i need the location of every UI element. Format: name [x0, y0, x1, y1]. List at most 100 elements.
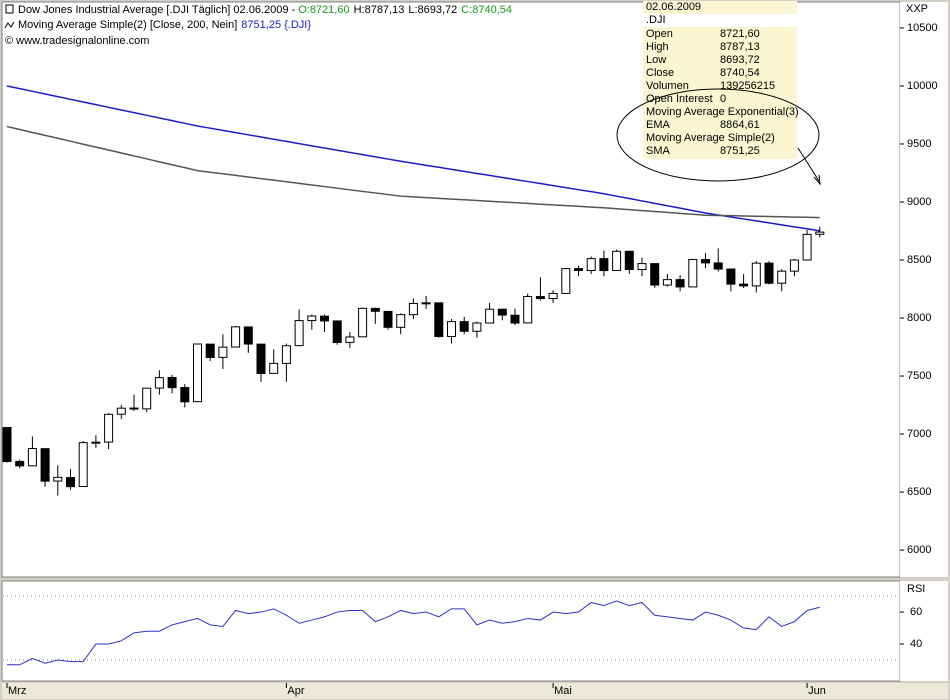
info-value: 0 [720, 93, 726, 105]
info-label: Moving Average Exponential(3) [646, 106, 799, 118]
candle-body [599, 258, 609, 272]
y-tick-label: 6000 [907, 544, 931, 556]
candle-body [2, 427, 12, 463]
candle-body [193, 343, 202, 403]
info-label: Volumen [646, 80, 689, 92]
candle-body [612, 250, 622, 271]
info-panel: 02.06.2009 .DJI Open 8721,60 High 8787,13 Lo… [643, 1, 799, 159]
x-tick-label: Mrz [8, 685, 26, 697]
info-value: 8693,72 [720, 54, 760, 66]
candle-body [40, 448, 50, 482]
y-tick-label: 6500 [907, 486, 931, 498]
candle-body [624, 250, 634, 271]
moving-average-line [6, 85, 820, 232]
plot: 10500 10000 9500 9000 8500 8000 7500 7000 6500 60… [2, 22, 938, 697]
candle-body [116, 407, 126, 415]
info-background [643, 1, 797, 159]
candle-body [726, 268, 736, 285]
info-value: 8740,54 [720, 67, 760, 79]
price-axis [900, 2, 948, 577]
candle-body [548, 292, 558, 300]
y-tick-label: 10000 [907, 80, 938, 92]
candle-body [510, 314, 520, 324]
candle-body [472, 322, 482, 332]
candle-body [802, 233, 812, 261]
candle-icon [5, 4, 14, 14]
header-low: L:8693,72 [408, 4, 457, 16]
info-value: 8787,13 [720, 41, 760, 53]
candle-body [154, 377, 164, 389]
candle-body [66, 477, 75, 488]
info-value: 8864,61 [720, 119, 760, 131]
info-label: Open [646, 28, 673, 40]
symbol: XXP [906, 3, 928, 15]
x-tick-label: Jun [808, 685, 826, 697]
candle-body [358, 307, 368, 338]
panel-label: RSI [907, 583, 925, 595]
info-label: High [646, 41, 669, 53]
candle-body [104, 413, 114, 443]
candle-body [459, 321, 469, 332]
candle-body [167, 377, 177, 389]
candle-body [27, 448, 37, 467]
info-value: 8721,60 [720, 28, 760, 40]
candle-body [129, 407, 139, 410]
info-label: EMA [646, 119, 671, 131]
candle-body [535, 296, 545, 300]
candle-body [447, 321, 456, 337]
candle-body [15, 460, 25, 467]
header-copyright: © www.tradesignalonline.com [5, 35, 149, 47]
candle-body [713, 262, 723, 270]
candle-body [421, 302, 431, 305]
info-label: Moving Average Simple(2) [646, 132, 775, 144]
candle-body [574, 268, 583, 271]
annotation-ellipse [616, 88, 820, 182]
header-close: C:8740,54 [461, 4, 512, 16]
candle-body [701, 259, 710, 264]
candle-body [256, 343, 266, 374]
candle-body [307, 315, 317, 322]
candle-body [180, 387, 190, 403]
info-label: SMA [646, 145, 671, 157]
candle-body [383, 310, 393, 328]
candle-body [561, 268, 571, 294]
y-tick-label: 10500 [907, 22, 938, 34]
rsi-line [7, 600, 820, 666]
candle-body [53, 476, 63, 482]
header-indicator: Moving Average Simple(2) [Close, 200, Ne… [18, 19, 237, 31]
candle-body [789, 259, 799, 272]
info-instrument-row [643, 14, 797, 27]
rsi-axis [900, 581, 948, 681]
x-tick-label: Apr [287, 685, 304, 697]
candle-body [485, 308, 495, 324]
y-tick-label: 9000 [907, 196, 931, 208]
header-open: O:8721,60 [298, 4, 349, 16]
candle-body [764, 262, 774, 284]
candle-body [815, 231, 825, 235]
candle-body [320, 315, 329, 322]
candle-body [294, 320, 304, 347]
candle-body [434, 302, 444, 337]
candle-body [586, 258, 596, 271]
info-value: 139256215 [720, 80, 775, 92]
info-label: Close [646, 67, 674, 79]
candle-body [688, 259, 698, 288]
header-title: Dow Jones Industrial Average [.DJI Tägli… [18, 4, 296, 16]
candle-body [218, 346, 228, 358]
candle-body [396, 314, 406, 328]
x-tick-label: Mai [554, 685, 572, 697]
candle-body [751, 262, 761, 287]
candle-body [332, 320, 342, 344]
candle-body [675, 279, 685, 288]
info-label: Low [646, 54, 666, 66]
y-tick-label: 60 [910, 606, 922, 618]
candle-body [497, 308, 507, 316]
y-tick-label: 9500 [907, 138, 931, 150]
candle-body [269, 362, 279, 374]
y-tick-label: 8500 [907, 254, 931, 266]
candle-body [78, 442, 88, 487]
y-tick-label: 7500 [907, 370, 931, 382]
info-date: 02.06.2009 [646, 1, 701, 13]
